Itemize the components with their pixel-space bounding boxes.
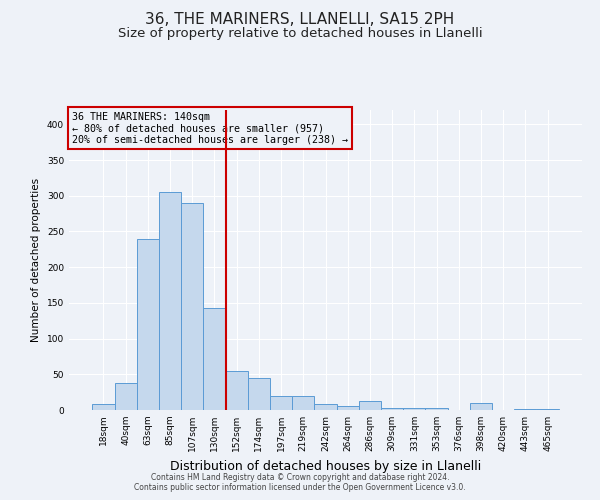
Bar (92, 404, 115, 410)
Text: 36, THE MARINERS, LLANELLI, SA15 2PH: 36, THE MARINERS, LLANELLI, SA15 2PH (145, 12, 455, 28)
Y-axis label: Number of detached properties: Number of detached properties (31, 178, 41, 342)
Bar (137, 238, 159, 410)
Bar (337, 406, 359, 410)
Text: 36 THE MARINERS: 140sqm
← 80% of detached houses are smaller (957)
20% of semi-d: 36 THE MARINERS: 140sqm ← 80% of detache… (71, 112, 347, 144)
Bar (403, 408, 425, 410)
Bar (314, 404, 337, 410)
Bar (292, 396, 314, 410)
Bar (381, 408, 403, 410)
Bar (359, 400, 381, 410)
Bar (425, 408, 448, 410)
Bar (470, 403, 492, 410)
Text: Size of property relative to detached houses in Llanelli: Size of property relative to detached ho… (118, 28, 482, 40)
Text: Contains HM Land Registry data © Crown copyright and database right 2024.
Contai: Contains HM Land Registry data © Crown c… (134, 473, 466, 492)
Bar (248, 378, 270, 410)
Bar (514, 408, 536, 410)
Bar (536, 408, 559, 410)
X-axis label: Distribution of detached houses by size in Llanelli: Distribution of detached houses by size … (170, 460, 481, 472)
Bar (181, 203, 203, 410)
Bar (115, 383, 137, 410)
Bar (203, 308, 226, 410)
Bar (226, 370, 248, 410)
Bar (159, 192, 181, 410)
Bar (270, 396, 292, 410)
